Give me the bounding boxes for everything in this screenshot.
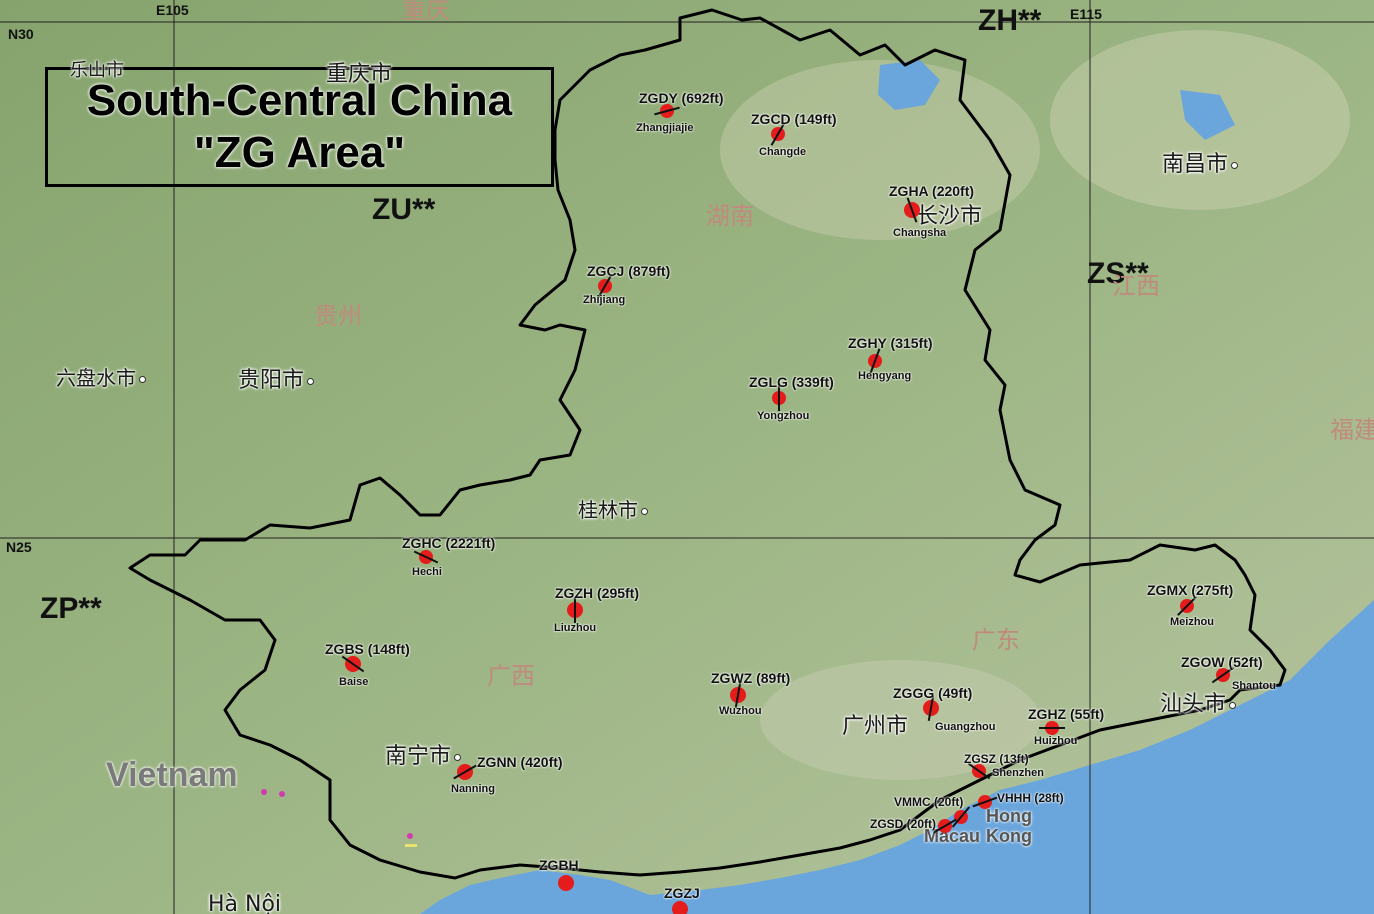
airport-code: ZGWZ (89ft) (711, 670, 791, 686)
airport-code: ZGGG (49ft) (893, 685, 973, 701)
airport-code: ZGBH (539, 857, 579, 873)
province-chongqing: 重庆 (402, 0, 450, 24)
city-guangzhou: 广州市 (842, 714, 909, 739)
grid-label-n30: N30 (8, 26, 34, 42)
runway (1039, 727, 1065, 729)
airport-code: ZGHZ (55ft) (1028, 706, 1105, 722)
airport-code: ZGZH (295ft) (555, 585, 639, 601)
airport-name: Baise (339, 676, 369, 688)
lowland-patch (720, 60, 1040, 240)
airport-name: Yongzhou (757, 410, 810, 422)
airport-name: Wuzhou (719, 705, 762, 717)
airport-code: ZGDY (692ft) (639, 90, 724, 106)
city-nanning: 南宁市 (385, 738, 461, 770)
airport-name: Shantou (1232, 680, 1276, 692)
airport-code: ZGSD (20ft) (870, 817, 936, 831)
city-shantou: 汕头市 (1160, 686, 1236, 718)
city-guiyang: 贵阳市 (238, 362, 314, 394)
city-nanchang: 南昌市 (1162, 146, 1238, 178)
airport-name: Changsha (893, 227, 947, 239)
marker (405, 844, 417, 847)
marker (279, 791, 285, 797)
marker (407, 833, 413, 839)
poyang-lake (1180, 90, 1235, 140)
airport-code: VMMC (20ft) (894, 795, 964, 809)
city-changsha: 长沙市 (916, 204, 983, 229)
province-guangxi: 广西 (487, 662, 535, 690)
airport-code: ZGCJ (879ft) (587, 263, 671, 279)
city-liupanshui: 六盘水市 (56, 362, 146, 391)
airport-name: Zhangjiajie (636, 122, 694, 134)
marker (261, 789, 267, 795)
title-line-1: South-Central China (86, 76, 513, 125)
province-fujian: 福建 (1330, 416, 1374, 444)
label-hong: Hong (986, 806, 1032, 826)
airport-code: ZGHA (220ft) (889, 183, 975, 199)
city-hanoi: Hà Nội (208, 892, 282, 914)
grid-label-n25: N25 (6, 539, 32, 555)
airport-name: Shenzhen (992, 767, 1044, 779)
city-leshan: 乐山市 (70, 60, 124, 81)
airport-name: Hechi (412, 566, 442, 578)
airport-code: ZGBS (148ft) (325, 641, 410, 657)
title-box: South-Central China "ZG Area" (45, 67, 554, 187)
fir-label-zh: ZH** (978, 4, 1042, 37)
grid-label-e115: E115 (1070, 6, 1102, 22)
province-hunan: 湖南 (706, 202, 754, 230)
airport-name: Nanning (451, 783, 495, 795)
airport-name: Changde (759, 146, 807, 158)
fir-label-zu: ZU** (372, 193, 436, 226)
airport-code: ZGZJ (664, 885, 700, 901)
province-guangdong: 广东 (972, 626, 1020, 654)
airport-code: ZGCD (149ft) (751, 111, 837, 127)
zg-fir-boundary (128, 8, 1287, 880)
airport-marker[interactable] (672, 901, 688, 914)
airport-name: Huizhou (1034, 735, 1078, 747)
label-kong: Kong (986, 826, 1032, 846)
fir-label-zs: ZS** (1087, 257, 1149, 290)
fir-label-zp: ZP** (40, 592, 102, 625)
city-chongqing: 重庆市 (326, 62, 393, 87)
airport-name: Meizhou (1170, 616, 1214, 628)
airport-code: ZGOW (52ft) (1181, 654, 1263, 670)
city-guilin: 桂林市 (578, 494, 648, 523)
province-jiangxi: 江西 (1112, 272, 1160, 300)
airport-code: ZGHC (2221ft) (402, 535, 496, 551)
country-vietnam: Vietnam (106, 756, 238, 794)
airport-name: Liuzhou (554, 622, 597, 634)
airport-code: ZGMX (275ft) (1147, 582, 1234, 598)
airport-code: ZGLG (339ft) (749, 374, 834, 390)
title-line-2: "ZG Area" (193, 128, 406, 177)
airport-code: ZGNN (420ft) (477, 754, 563, 770)
lowland-patch (760, 660, 1040, 780)
airport-name: Hengyang (858, 370, 912, 382)
airport-name: Guangzhou (935, 721, 996, 733)
airport-name: Zhijiang (583, 294, 626, 306)
airport-marker[interactable] (558, 875, 574, 891)
airport-code: ZGSZ (13ft) (964, 752, 1029, 766)
south-china-sea (420, 600, 1374, 914)
grid-label-e105: E105 (156, 2, 189, 18)
province-guizhou: 贵州 (314, 302, 362, 330)
airport-code: VHHH (28ft) (997, 791, 1064, 805)
dongting-lake (878, 60, 940, 110)
airport-code: ZGHY (315ft) (848, 335, 933, 351)
